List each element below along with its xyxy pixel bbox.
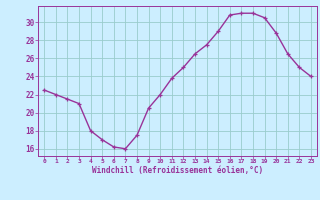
X-axis label: Windchill (Refroidissement éolien,°C): Windchill (Refroidissement éolien,°C) [92,166,263,175]
